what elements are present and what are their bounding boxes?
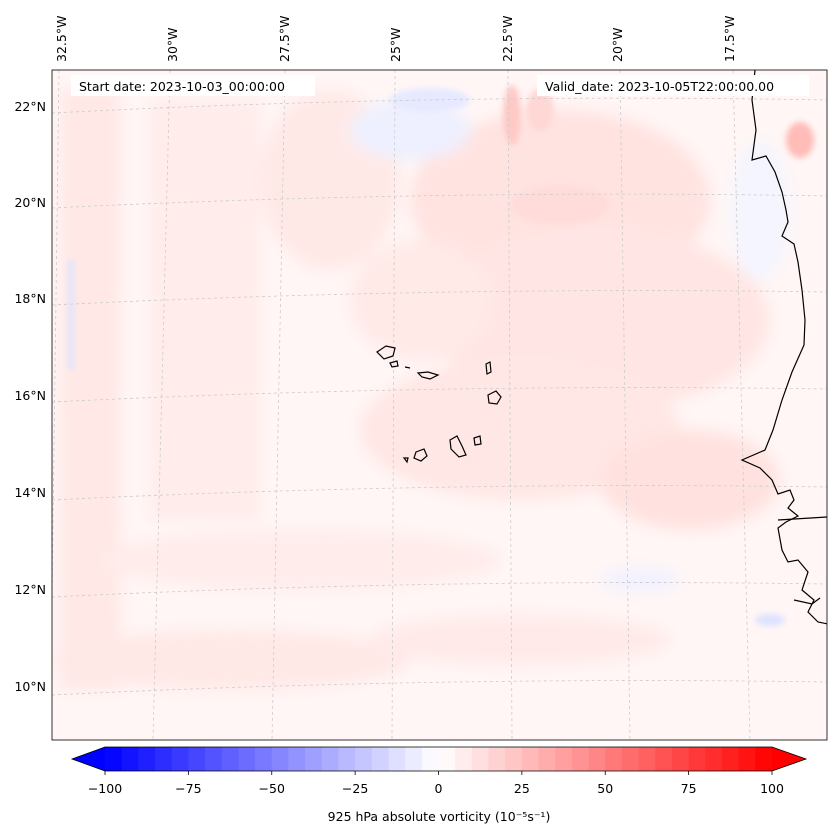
colorbar-swatch — [688, 747, 706, 771]
colorbar-swatch — [605, 747, 623, 771]
colorbar-tick-label: 100 — [760, 781, 784, 796]
colorbar-tick-label: 25 — [514, 781, 530, 796]
colorbar-swatch — [538, 747, 556, 771]
colorbar-swatch — [555, 747, 573, 771]
colorbar-swatch — [305, 747, 323, 771]
lat-label-20n: 20°N — [14, 195, 46, 210]
colorbar-swatch — [138, 747, 156, 771]
cape-verde-islands — [376, 345, 502, 464]
latitude-labels: 22°N 20°N 18°N 16°N 14°N 12°N 10°N — [14, 99, 46, 694]
colorbar-tick-label: 50 — [597, 781, 613, 796]
colorbar-swatch — [705, 747, 723, 771]
colorbar-swatch — [388, 747, 406, 771]
graticule — [52, 70, 827, 740]
colorbar-swatch — [371, 747, 389, 771]
colorbar-swatch — [221, 747, 239, 771]
lat-label-22n: 22°N — [14, 99, 46, 114]
colorbar-swatch — [505, 747, 523, 771]
island-sal — [485, 361, 492, 375]
colorbar-swatch — [671, 747, 690, 771]
valid-date-box — [537, 75, 809, 96]
colorbar-swatch — [638, 747, 656, 771]
colorbar-swatch — [105, 747, 123, 771]
colorbar-tick-label: −50 — [259, 781, 285, 796]
island-brava — [402, 457, 409, 464]
colorbar-swatch — [721, 747, 740, 771]
colorbar-swatch — [171, 747, 189, 771]
colorbar-swatch — [271, 747, 289, 771]
lon-label-22-5w: 22.5°W — [500, 16, 515, 62]
island-fogo — [413, 448, 428, 462]
colorbar-swatch — [205, 747, 223, 771]
colorbar-swatch — [655, 747, 673, 771]
lon-label-17-5w: 17.5°W — [722, 16, 737, 62]
colorbar-swatch — [521, 747, 540, 771]
colorbar-swatch — [488, 747, 506, 771]
colorbar-swatch — [255, 747, 273, 771]
colorbar-swatch — [755, 747, 773, 771]
island-santa-luzia — [404, 366, 411, 369]
colorbar-min-extend — [72, 747, 105, 771]
colorbar-ticks: −100 −75 −50 −25 0 25 50 75 100 — [88, 771, 784, 796]
lon-label-20w: 20°W — [610, 27, 625, 62]
colorbar-tick-label: −25 — [342, 781, 368, 796]
lon-label-27-5w: 27.5°W — [277, 16, 292, 62]
island-boa-vista — [487, 390, 502, 405]
colorbar-max-extend — [772, 747, 806, 771]
valid-date-label: Valid_date: 2023-10-05T22:00:00.00 — [545, 79, 774, 94]
colorbar-swatches — [105, 747, 773, 771]
lat-label-10n: 10°N — [14, 679, 46, 694]
lat-label-16n: 16°N — [14, 388, 46, 403]
lon-label-32-5w: 32.5°W — [54, 16, 69, 62]
colorbar-swatch — [738, 747, 756, 771]
island-santo-antao — [376, 345, 396, 360]
colorbar-swatch — [621, 747, 640, 771]
start-date-box — [71, 75, 315, 96]
colorbar-tick-label: −100 — [88, 781, 122, 796]
lat-label-12n: 12°N — [14, 582, 46, 597]
colorbar-swatch — [121, 747, 139, 771]
colorbar-swatch — [338, 747, 356, 771]
lat-label-18n: 18°N — [14, 291, 46, 306]
start-date-label: Start date: 2023-10-03_00:00:00 — [79, 79, 285, 94]
island-santiago — [449, 435, 467, 458]
longitude-labels: 32.5°W 30°W 27.5°W 25°W 22.5°W 20°W 17.5… — [54, 16, 737, 62]
colorbar-swatch — [355, 747, 373, 771]
map-frame — [51, 69, 828, 741]
colorbar-swatch — [421, 747, 439, 771]
colorbar-swatch — [288, 747, 306, 771]
colorbar-label: 925 hPa absolute vorticity (10⁻⁵s⁻¹) — [328, 809, 551, 824]
island-sao-nicolau — [416, 371, 440, 380]
map-panel[interactable]: Start date: 2023-10-03_00:00:00 Valid_da… — [50, 69, 828, 741]
colorbar-swatch — [238, 747, 256, 771]
lon-label-25w: 25°W — [388, 27, 403, 62]
vorticity-field — [52, 85, 814, 690]
island-sao-vicente — [389, 360, 399, 368]
colorbar-swatch — [471, 747, 490, 771]
colorbar-swatch — [438, 747, 456, 771]
colorbar-swatch — [405, 747, 423, 771]
colorbar-tick-label: 0 — [435, 781, 443, 796]
colorbar: −100 −75 −50 −25 0 25 50 75 100 925 hPa absolute… — [70, 746, 808, 824]
island-maio — [473, 435, 482, 446]
lon-label-30w: 30°W — [165, 27, 180, 62]
colorbar-swatch — [155, 747, 173, 771]
colorbar-swatch — [588, 747, 606, 771]
colorbar-tick-label: 75 — [681, 781, 697, 796]
colorbar-swatch — [321, 747, 339, 771]
colorbar-swatch — [455, 747, 473, 771]
coastlines — [740, 70, 827, 625]
colorbar-tick-label: −75 — [175, 781, 201, 796]
africa-coastline — [740, 70, 827, 625]
colorbar-swatch — [188, 747, 206, 771]
lat-label-14n: 14°N — [14, 485, 46, 500]
colorbar-swatch — [571, 747, 590, 771]
